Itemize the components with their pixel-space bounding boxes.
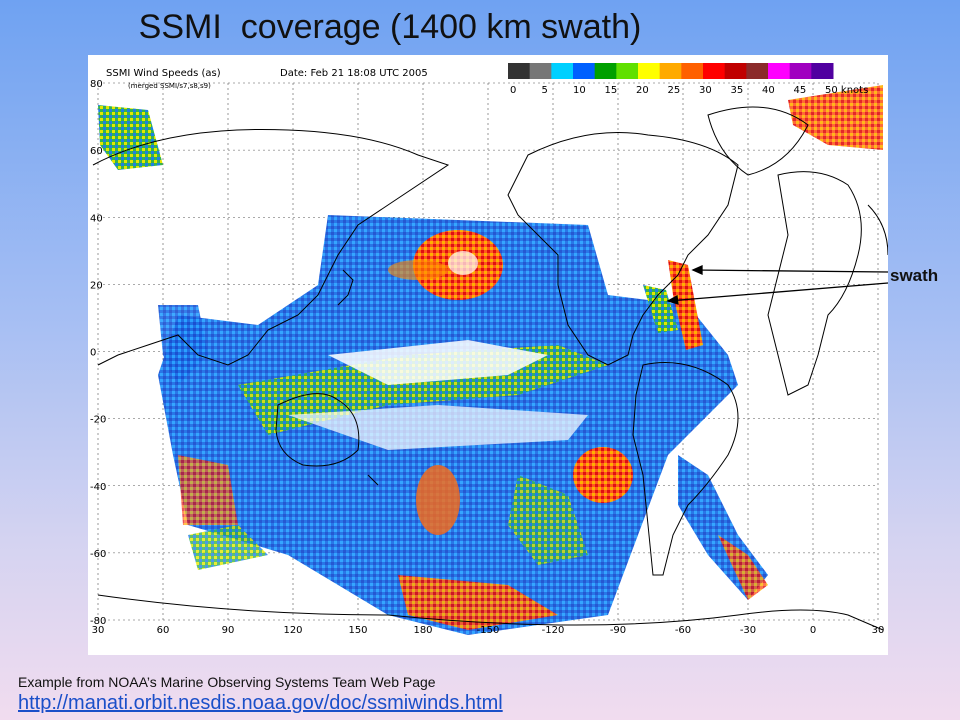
color-scale-label: 0 xyxy=(510,85,516,96)
color-scale-swatch xyxy=(529,63,552,79)
color-scale-swatch xyxy=(573,63,596,79)
color-scale-label: 20 xyxy=(636,85,649,96)
latitude-label: -60 xyxy=(90,549,106,560)
longitude-label: 30 xyxy=(92,625,105,636)
color-scale-label: 25 xyxy=(668,85,681,96)
longitude-label: 30 xyxy=(872,625,885,636)
latitude-label: 40 xyxy=(90,213,103,224)
latitude-label: 20 xyxy=(90,280,103,291)
color-scale-swatch xyxy=(811,63,834,79)
map-date: Date: Feb 21 18:08 UTC 2005 xyxy=(280,68,428,79)
credit-text: Example from NOAA’s Marine Observing Sys… xyxy=(18,674,436,690)
color-scale-label: 50 knots xyxy=(825,85,868,96)
color-scale-swatch xyxy=(638,63,661,79)
color-scale-swatch xyxy=(681,63,704,79)
color-scale-label: 30 xyxy=(699,85,712,96)
longitude-label: -90 xyxy=(610,625,626,636)
color-scale-swatch xyxy=(724,63,747,79)
latitude-label: 80 xyxy=(90,79,103,90)
longitude-labels: 30 60 90 120 150 180 -150 -120 -90 -60 -30 0 30 xyxy=(92,625,885,636)
color-scale-label: 15 xyxy=(605,85,618,96)
longitude-label: 180 xyxy=(413,625,432,636)
color-scale-swatch xyxy=(703,63,726,79)
longitude-label: 0 xyxy=(810,625,816,636)
map-subtitle: (merged SSMI/s7,s8,s9) xyxy=(128,82,211,90)
swath-label: swath xyxy=(890,266,939,285)
color-scale-swatch xyxy=(746,63,769,79)
longitude-label: -30 xyxy=(740,625,756,636)
color-scale-swatch xyxy=(616,63,639,79)
color-scale-swatch xyxy=(789,63,812,79)
longitude-label: 120 xyxy=(283,625,302,636)
coastlines xyxy=(92,106,888,631)
wind-speed-map: SSMI Wind Speeds (as) (merged SSMI/s7,s8… xyxy=(88,55,888,655)
color-scale-label: 40 xyxy=(762,85,775,96)
latitude-labels: 80 60 40 20 0 -20 -40 -60 -80 xyxy=(90,79,106,627)
color-scale-swatch xyxy=(768,63,791,79)
longitude-label: -60 xyxy=(675,625,691,636)
swath-arrows xyxy=(666,264,888,305)
color-scale-label: 35 xyxy=(731,85,744,96)
latitude-label: -20 xyxy=(90,415,106,426)
color-scale-label: 10 xyxy=(573,85,586,96)
color-scale-swatch xyxy=(659,63,682,79)
color-scale-swatch xyxy=(551,63,574,79)
color-scale-label: 45 xyxy=(794,85,807,96)
map-title: SSMI Wind Speeds (as) xyxy=(106,68,221,79)
longitude-label: -150 xyxy=(477,625,500,636)
longitude-label: 60 xyxy=(157,625,170,636)
map-canvas: SSMI Wind Speeds (as) (merged SSMI/s7,s8… xyxy=(90,63,888,636)
color-scale-swatch xyxy=(594,63,617,79)
latitude-label: -80 xyxy=(90,616,106,627)
longitude-label: 90 xyxy=(222,625,235,636)
source-link[interactable]: http://manati.orbit.nesdis.noaa.gov/doc/… xyxy=(18,692,503,714)
slide-title: SSMI coverage (1400 km swath) xyxy=(138,8,642,46)
latitude-label: -40 xyxy=(90,482,106,493)
longitude-label: -120 xyxy=(542,625,565,636)
latitude-label: 60 xyxy=(90,146,103,157)
wind-swath-data xyxy=(98,85,883,635)
color-scale-label: 5 xyxy=(542,85,548,96)
longitude-label: 150 xyxy=(348,625,367,636)
latitude-label: 0 xyxy=(90,348,96,359)
color-scale-swatch xyxy=(508,63,531,79)
color-scale-labels: 0 5 10 15 20 25 30 35 40 45 50 knots xyxy=(510,85,868,96)
color-scale-bar xyxy=(508,63,834,79)
